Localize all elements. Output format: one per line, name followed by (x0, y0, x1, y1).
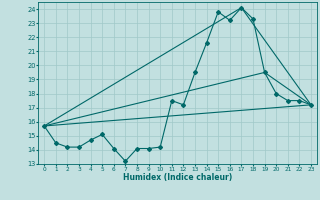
X-axis label: Humidex (Indice chaleur): Humidex (Indice chaleur) (123, 173, 232, 182)
